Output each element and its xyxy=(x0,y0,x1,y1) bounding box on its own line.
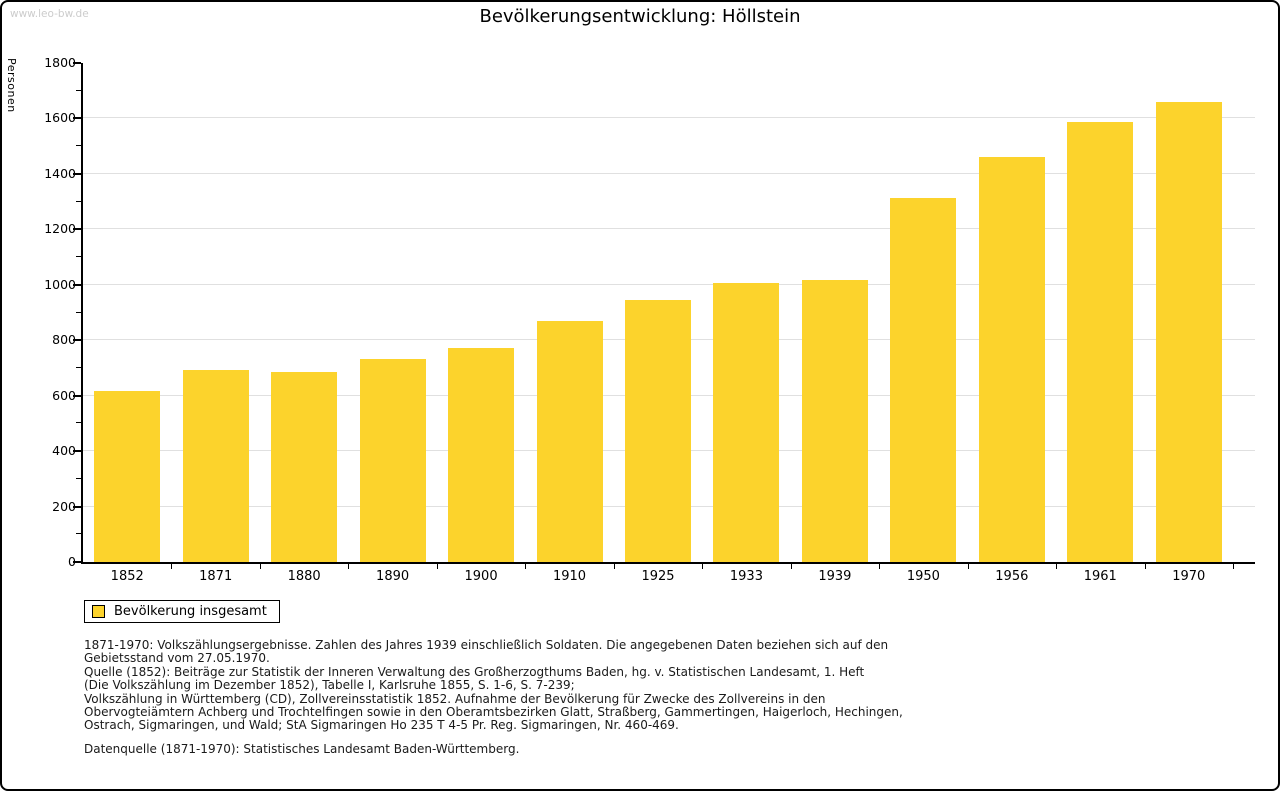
legend-label: Bevölkerung insgesamt xyxy=(114,604,267,619)
x-boundary-tick-11 xyxy=(1056,564,1058,569)
footnote-line-4: (Die Volkszählung im Dezember 1852), Tab… xyxy=(84,678,575,693)
y-tick-1200 xyxy=(73,228,81,231)
y-minor-tick-1300 xyxy=(76,200,81,202)
y-tick-label-1200: 1200 xyxy=(44,221,76,237)
bar-1900 xyxy=(448,348,515,562)
y-axis-title: Personen xyxy=(5,58,18,113)
y-minor-tick-500 xyxy=(76,422,81,424)
bar-1925 xyxy=(625,300,691,562)
bar-1933 xyxy=(713,282,780,562)
x-label-1939: 1939 xyxy=(818,569,852,584)
y-tick-0 xyxy=(73,561,81,563)
gridline-1200 xyxy=(83,228,1255,230)
x-label-1970: 1970 xyxy=(1172,569,1206,584)
y-minor-tick-1100 xyxy=(76,256,81,258)
footnote-line-7: Ostrach, Sigmaringen, und Wald; StA Sigm… xyxy=(84,718,679,733)
chart-title: Bevölkerungsentwicklung: Höllstein xyxy=(479,6,801,27)
x-label-1890: 1890 xyxy=(376,569,410,584)
x-label-1950: 1950 xyxy=(906,569,940,584)
footnote-line-2: Gebietsstand vom 27.05.1970. xyxy=(84,651,270,666)
bar-1890 xyxy=(359,358,426,562)
bar-1880 xyxy=(271,371,338,562)
y-tick-label-400: 400 xyxy=(52,443,76,459)
y-tick-1000 xyxy=(73,283,81,286)
x-boundary-tick-8 xyxy=(790,564,792,569)
gridline-1600 xyxy=(83,117,1255,119)
y-tick-1600 xyxy=(73,117,81,120)
bar-1950 xyxy=(890,198,957,562)
x-boundary-tick-4 xyxy=(436,564,438,569)
y-tick-1400 xyxy=(73,172,81,175)
x-boundary-tick-1 xyxy=(171,564,173,569)
x-boundary-tick-6 xyxy=(613,564,615,569)
x-label-1880: 1880 xyxy=(287,569,321,584)
bar-1852 xyxy=(94,391,161,562)
x-label-1956: 1956 xyxy=(995,569,1029,584)
x-label-1961: 1961 xyxy=(1083,569,1117,584)
y-tick-1800 xyxy=(73,62,81,64)
x-label-1871: 1871 xyxy=(199,569,233,584)
x-label-1900: 1900 xyxy=(464,569,498,584)
y-tick-800 xyxy=(73,339,81,342)
gridline-1400 xyxy=(83,172,1255,174)
y-minor-tick-1700 xyxy=(76,89,81,91)
legend-swatch-icon xyxy=(92,605,105,618)
y-tick-200 xyxy=(73,505,81,508)
footnotes: 1871-1970: Volkszählungsergebnisse. Zahl… xyxy=(84,638,903,756)
x-boundary-tick-10 xyxy=(967,564,969,569)
bar-1956 xyxy=(978,157,1045,562)
x-boundary-tick-13 xyxy=(1233,564,1234,569)
y-tick-label-1800: 1800 xyxy=(44,55,76,70)
watermark: www.leo-bw.de xyxy=(10,8,89,20)
legend: Bevölkerung insgesamt xyxy=(84,600,280,623)
x-boundary-tick-12 xyxy=(1144,564,1146,569)
gridline-1000 xyxy=(83,283,1255,285)
y-minor-tick-900 xyxy=(76,311,81,313)
y-minor-tick-700 xyxy=(76,366,81,368)
plot-area xyxy=(73,62,1255,564)
x-label-1852: 1852 xyxy=(110,569,144,584)
x-boundary-tick-7 xyxy=(702,564,704,569)
y-minor-tick-300 xyxy=(76,477,81,479)
x-label-1910: 1910 xyxy=(552,569,587,584)
footnote-line-1: 1871-1970: Volkszählungsergebnisse. Zahl… xyxy=(84,638,889,652)
x-label-1925: 1925 xyxy=(641,569,675,584)
x-boundary-tick-9 xyxy=(879,564,881,569)
y-tick-label-1600: 1600 xyxy=(44,110,76,126)
footnote-line-6: Obervogteiämtern Achberg und Trochtelfin… xyxy=(84,705,903,720)
bar-1939 xyxy=(801,280,868,562)
y-tick-400 xyxy=(73,450,81,453)
x-boundary-tick-3 xyxy=(348,564,350,569)
y-tick-600 xyxy=(73,394,81,397)
y-tick-label-600: 600 xyxy=(52,387,76,403)
x-boundary-tick-2 xyxy=(259,564,261,569)
bar-1910 xyxy=(536,321,603,562)
x-label-1933: 1933 xyxy=(729,569,763,584)
y-tick-label-1400: 1400 xyxy=(44,165,76,181)
y-tick-label-800: 800 xyxy=(52,332,76,348)
x-boundary-tick-5 xyxy=(525,564,527,569)
y-tick-label-200: 200 xyxy=(52,498,76,514)
y-tick-label-0: 0 xyxy=(68,554,76,569)
bar-1961 xyxy=(1067,122,1134,562)
footnote-line-5: Volkszählung in Württemberg (CD), Zollve… xyxy=(84,691,826,706)
y-tick-label-1000: 1000 xyxy=(44,276,76,292)
y-minor-tick-100 xyxy=(76,533,81,535)
bar-1970 xyxy=(1155,101,1222,562)
source-line: Datenquelle (1871-1970): Statistisches L… xyxy=(84,741,520,756)
bar-1871 xyxy=(182,369,249,562)
y-minor-tick-1500 xyxy=(76,145,81,147)
footnote-line-3: Quelle (1852): Beiträge zur Statistik de… xyxy=(84,664,865,679)
